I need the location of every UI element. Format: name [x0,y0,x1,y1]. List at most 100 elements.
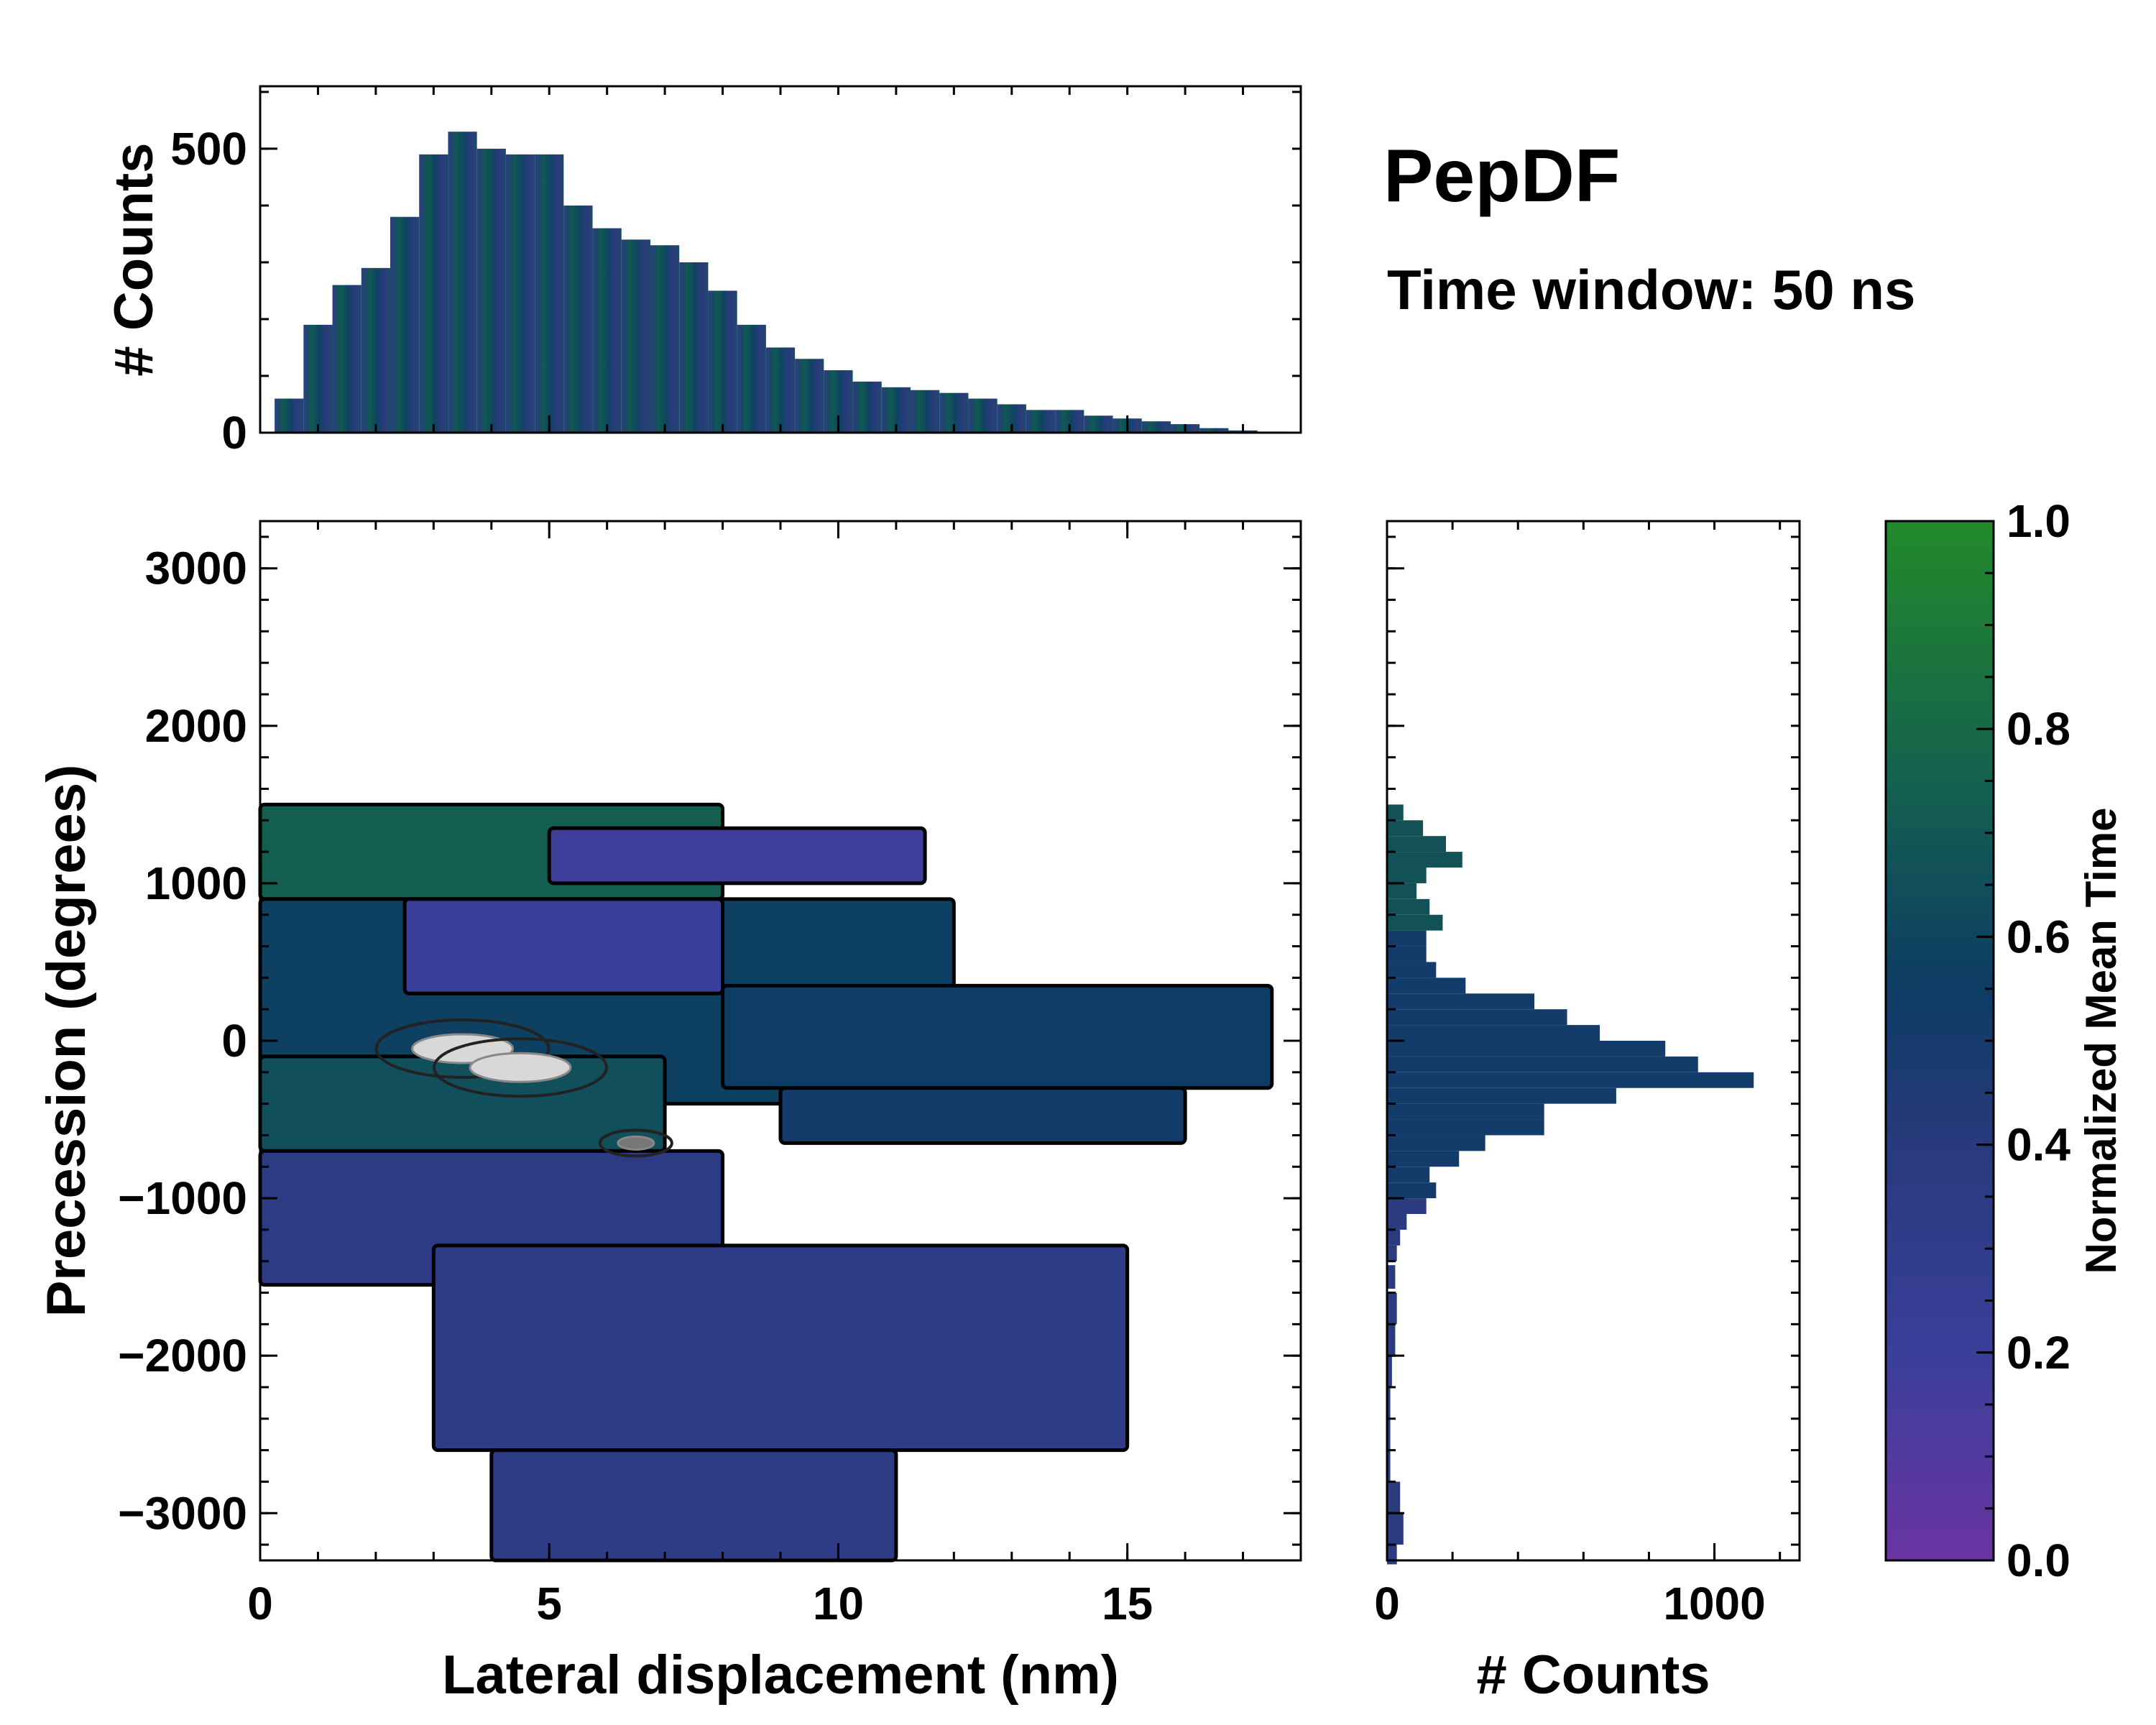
y-tick-label-2: −1000 [118,1172,247,1224]
top-histogram-bar-16 [737,324,766,433]
top-histogram-bar-0 [275,398,304,433]
right-histogram-bar-4 [1387,868,1427,883]
top-histogram-bar-11 [592,228,622,433]
right-histogram-bar-15 [1387,1041,1666,1057]
top-histogram-bar-26 [1026,410,1056,433]
top-histogram-bar-30 [1141,421,1171,433]
right-histogram-bar-18 [1387,1087,1616,1104]
density-contour-inner-2 [617,1135,655,1151]
right-histogram-bar-2 [1387,836,1446,852]
top-histogram-bar-12 [621,239,650,433]
heatmap-region-9 [489,1448,898,1563]
density-contour-outer-0 [374,1018,550,1079]
top-histogram-bar-8 [505,154,535,433]
top-histogram-ticks: 0 500 [170,86,1302,459]
right-histogram-bar-22 [1387,1151,1460,1167]
top-histogram-bar-5 [419,154,448,433]
right-histogram-bars [1387,804,1754,1565]
y-tick-label-0: −3000 [118,1487,247,1539]
colorbar-ticks: 0.0 0.2 0.4 0.6 0.8 1.0 [1976,495,2070,1586]
density-contour-outer-2 [598,1128,673,1158]
right-histogram-xlabel: # Counts [1476,1644,1710,1706]
right-histogram-bar-6 [1387,898,1430,915]
heatmap-region-3 [402,897,725,995]
top-histogram-bar-22 [911,390,940,433]
right-histogram-bar-20 [1387,1119,1544,1136]
main-heatmap-ticks: 0 5 10 15 −3000 −2000 −1000 0 1000 2000 3000 [118,521,1302,1629]
top-histogram-bar-7 [476,148,506,433]
right-histogram-bar-16 [1387,1056,1698,1072]
right-histogram-bar-13 [1387,1009,1567,1026]
y-tick-label-3: 0 [221,1015,247,1067]
top-histogram-bar-6 [448,132,477,433]
right-histogram-bar-35 [1387,1450,1391,1482]
right-histogram-bar-31 [1387,1324,1396,1356]
heatmap-region-8 [431,1243,1130,1453]
right-histogram-bar-21 [1387,1135,1485,1151]
right-histogram-bar-12 [1387,993,1534,1010]
y-tick-label-4: 1000 [145,857,247,909]
top-histogram-bars [275,132,1286,433]
colorbar-tick-label-2: 0.4 [2007,1119,2070,1171]
right-histogram-bar-23 [1387,1167,1430,1183]
right-histogram-bar-32 [1387,1356,1392,1387]
right-x-tick-label-0: 0 [1374,1578,1400,1629]
colorbar: 0.0 0.2 0.4 0.6 0.8 1.0 Normalized Mean Time [1884,495,2125,1586]
heatmap-region-5 [721,983,1274,1090]
x-tick-label-3: 15 [1102,1578,1153,1629]
top-histogram-bar-18 [795,359,824,433]
top-histogram-bar-3 [361,267,390,433]
top-histogram-bar-17 [765,347,796,433]
right-histogram-bar-10 [1387,962,1437,978]
right-histogram-bar-9 [1387,946,1427,962]
top-histogram-bar-14 [679,262,709,433]
main-heatmap-ylabel: Precession (degrees) [36,765,97,1317]
density-contour-inner-1 [469,1052,572,1083]
top-y-tick-label-0: 0 [221,407,247,459]
heatmap-region-1 [547,826,927,886]
top-histogram-bar-4 [390,216,420,433]
right-histogram-bar-17 [1387,1072,1754,1088]
colorbar-label: Normalized Mean Time [2077,807,2125,1274]
top-histogram-bar-10 [563,205,593,433]
colorbar-tick-label-4: 0.8 [2007,703,2070,755]
top-histogram-bar-2 [332,285,361,433]
top-histogram-bar-20 [852,381,882,433]
right-histogram-bar-25 [1387,1198,1427,1214]
top-y-tick-label-1: 500 [170,123,247,175]
right-histogram-bar-19 [1387,1103,1544,1120]
top-histogram-bar-24 [968,398,998,433]
top-histogram-bar-32 [1199,428,1229,433]
main-heatmap: 0 5 10 15 −3000 −2000 −1000 0 1000 2000 3000 Later… [36,520,1302,1706]
right-histogram-bar-26 [1387,1214,1407,1230]
right-histogram-bar-38 [1387,1540,1397,1565]
main-heatmap-xlabel: Lateral displacement (nm) [442,1644,1119,1706]
colorbar-tick-label-0: 0.0 [2007,1535,2070,1586]
figure-subtitle: Time window: 50 ns [1387,258,1915,321]
top-histogram-bar-1 [303,324,333,433]
top-histogram-bar-28 [1084,415,1113,433]
right-histogram-bar-34 [1387,1418,1391,1450]
top-histogram: 0 500 # Counts [103,85,1302,459]
colorbar-gradient [1884,520,1995,1562]
right-histogram-bar-14 [1387,1025,1600,1041]
top-histogram-ylabel: # Counts [103,142,165,376]
x-tick-label-1: 5 [536,1578,562,1629]
right-histogram-bar-5 [1387,883,1416,899]
heatmap-region-6 [778,1086,1187,1145]
colorbar-tick-label-1: 0.2 [2007,1327,2070,1379]
right-histogram-bar-3 [1387,852,1462,868]
right-histogram-bar-36 [1387,1481,1401,1514]
y-tick-label-5: 2000 [145,700,247,752]
right-histogram-bar-1 [1387,820,1424,837]
right-histogram-bar-7 [1387,914,1443,931]
x-tick-label-2: 10 [813,1578,864,1629]
colorbar-tick-label-3: 0.6 [2007,911,2070,962]
heatmap-regions [258,802,1274,1563]
x-tick-label-0: 0 [247,1578,273,1629]
right-x-tick-label-1: 1000 [1663,1578,1765,1629]
y-tick-label-6: 3000 [145,543,247,594]
right-histogram-bar-8 [1387,930,1427,947]
right-histogram-ticks: 0 1000 [1374,521,1800,1629]
